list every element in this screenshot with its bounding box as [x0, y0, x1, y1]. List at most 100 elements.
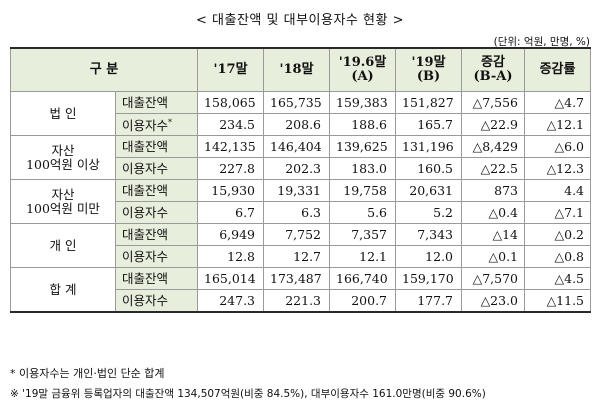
delta-cell: △22.5 [461, 157, 526, 180]
value-cell: 221.3 [263, 289, 331, 313]
value-cell: 15,930 [197, 179, 265, 202]
rate-cell: △12.3 [524, 157, 592, 180]
header-rate: 증감률 [524, 47, 592, 92]
value-cell: 146,404 [263, 135, 331, 158]
value-cell: 139,625 [329, 135, 397, 158]
metric-label: 대출잔액 [114, 267, 199, 290]
rate-cell: △4.5 [524, 267, 592, 290]
rate-cell: △6.0 [524, 135, 592, 158]
header-delta-line1: 증감 [481, 55, 505, 70]
table-row: 합 계 대출잔액 165,014 173,487 166,740 159,170… [10, 267, 592, 313]
value-cell: 5.2 [395, 201, 463, 224]
table-row: 자산 100억원 이상 대출잔액 142,135 146,404 139,625… [10, 135, 592, 180]
value-cell: 183.0 [329, 157, 397, 180]
table-row: 법 인 대출잔액 158,065 165,735 159,383 151,827… [10, 91, 592, 136]
header-col196: '19.6말 (A) [329, 47, 397, 92]
value-cell: 20,631 [395, 179, 463, 202]
value-cell: 227.8 [197, 157, 265, 180]
delta-cell: △7,570 [461, 267, 526, 290]
metric-label: 이용자수 [114, 245, 199, 268]
rate-cell: △0.8 [524, 245, 592, 268]
value-cell: 159,170 [395, 267, 463, 290]
value-cell: 202.3 [263, 157, 331, 180]
header-col17: '17말 [197, 47, 265, 92]
header-delta-line2: (B-A) [473, 69, 513, 84]
value-cell: 6.3 [263, 201, 331, 224]
delta-cell: △14 [461, 223, 526, 246]
rate-cell: △11.5 [524, 289, 592, 313]
value-cell: 173,487 [263, 267, 331, 290]
value-cell: 208.6 [263, 113, 331, 136]
value-cell: 12.0 [395, 245, 463, 268]
table-row: 이용자수 6.7 6.3 5.6 5.2 △0.4 △7.1 [11, 201, 592, 224]
rate-cell: △12.1 [524, 113, 592, 136]
table-row: 자산 100억원 미만 대출잔액 15,930 19,331 19,758 20… [10, 179, 592, 224]
value-cell: 12.7 [263, 245, 331, 268]
metric-label: 대출잔액 [114, 179, 199, 202]
table-title: < 대출잔액 및 대부이용자수 현황 > [196, 13, 404, 28]
header-row: 구 분 '17말 '18말 '19.6말 (A) '19말 (B) 증감 (B-… [9, 47, 592, 92]
rate-cell: △7.1 [524, 201, 592, 224]
group-label: 개 인 [10, 223, 116, 268]
value-cell: 7,357 [329, 223, 397, 246]
value-cell: 159,383 [329, 91, 397, 114]
value-cell: 165.7 [395, 113, 463, 136]
metric-label: 대출잔액 [114, 91, 199, 114]
group-label: 합 계 [10, 267, 116, 313]
value-cell: 160.5 [395, 157, 463, 180]
metric-label: 이용자수 [114, 289, 199, 313]
metric-label: 이용자수 [114, 157, 199, 180]
value-cell: 19,758 [329, 179, 397, 202]
value-cell: 12.1 [329, 245, 397, 268]
value-cell: 188.6 [329, 113, 397, 136]
table-row: 개 인 대출잔액 6,949 7,752 7,357 7,343 △14 △0.… [10, 223, 592, 268]
delta-cell: △22.9 [461, 113, 526, 136]
value-cell: 158,065 [197, 91, 265, 114]
loan-balance-table: 구 분 '17말 '18말 '19.6말 (A) '19말 (B) 증감 (B-… [9, 47, 592, 313]
value-cell: 142,135 [197, 135, 265, 158]
metric-label: 이용자수 [114, 201, 199, 224]
header-col19: '19말 (B) [395, 47, 463, 92]
value-cell: 234.5 [197, 113, 265, 136]
header-col196-line1: '19.6말 [338, 55, 387, 70]
unit-note: (단위: 억원, 만명, %) [493, 36, 590, 48]
value-cell: 5.6 [329, 201, 397, 224]
value-cell: 6,949 [197, 223, 265, 246]
delta-cell: 873 [461, 179, 526, 202]
metric-label-text: 이용자수 [122, 118, 169, 134]
header-delta: 증감 (B-A) [461, 47, 526, 92]
value-cell: 151,827 [395, 91, 463, 114]
rate-cell: △4.7 [524, 91, 592, 114]
header-col19-line1: '19말 [411, 55, 446, 70]
rate-cell: △0.2 [524, 223, 592, 246]
value-cell: 7,752 [263, 223, 331, 246]
header-col19-line2: (B) [416, 69, 441, 84]
value-cell: 247.3 [197, 289, 265, 313]
delta-cell: △0.4 [461, 201, 526, 224]
delta-cell: △7,556 [461, 91, 526, 114]
group-label: 법 인 [10, 91, 116, 136]
table-row: 이용자수 247.3 221.3 200.7 177.7 △23.0 △11.5 [11, 289, 592, 313]
footnote-registered: ※ '19말 금융위 등록업자의 대출잔액 134,507억원(비중 84.5%… [10, 388, 486, 400]
footnote-users: * 이용자수는 개인·법인 단순 합계 [10, 367, 165, 380]
metric-label: 대출잔액 [114, 135, 199, 158]
metric-label: 이용자수* [114, 113, 199, 136]
footnote-marker: * [168, 117, 173, 127]
value-cell: 131,196 [395, 135, 463, 158]
delta-cell: △8,429 [461, 135, 526, 158]
value-cell: 166,740 [329, 267, 397, 290]
delta-cell: △23.0 [461, 289, 526, 313]
value-cell: 177.7 [395, 289, 463, 313]
header-col18: '18말 [263, 47, 331, 92]
header-col196-line2: (A) [351, 69, 374, 84]
value-cell: 200.7 [329, 289, 397, 313]
rate-cell: 4.4 [524, 179, 592, 202]
metric-label: 대출잔액 [114, 223, 199, 246]
value-cell: 165,014 [197, 267, 265, 290]
value-cell: 19,331 [263, 179, 331, 202]
header-gubun: 구 분 [9, 47, 199, 92]
table-row: 이용자수 12.8 12.7 12.1 12.0 △0.1 △0.8 [11, 245, 592, 268]
delta-cell: △0.1 [461, 245, 526, 268]
value-cell: 12.8 [197, 245, 265, 268]
group-label: 자산 100억원 이상 [10, 135, 116, 180]
